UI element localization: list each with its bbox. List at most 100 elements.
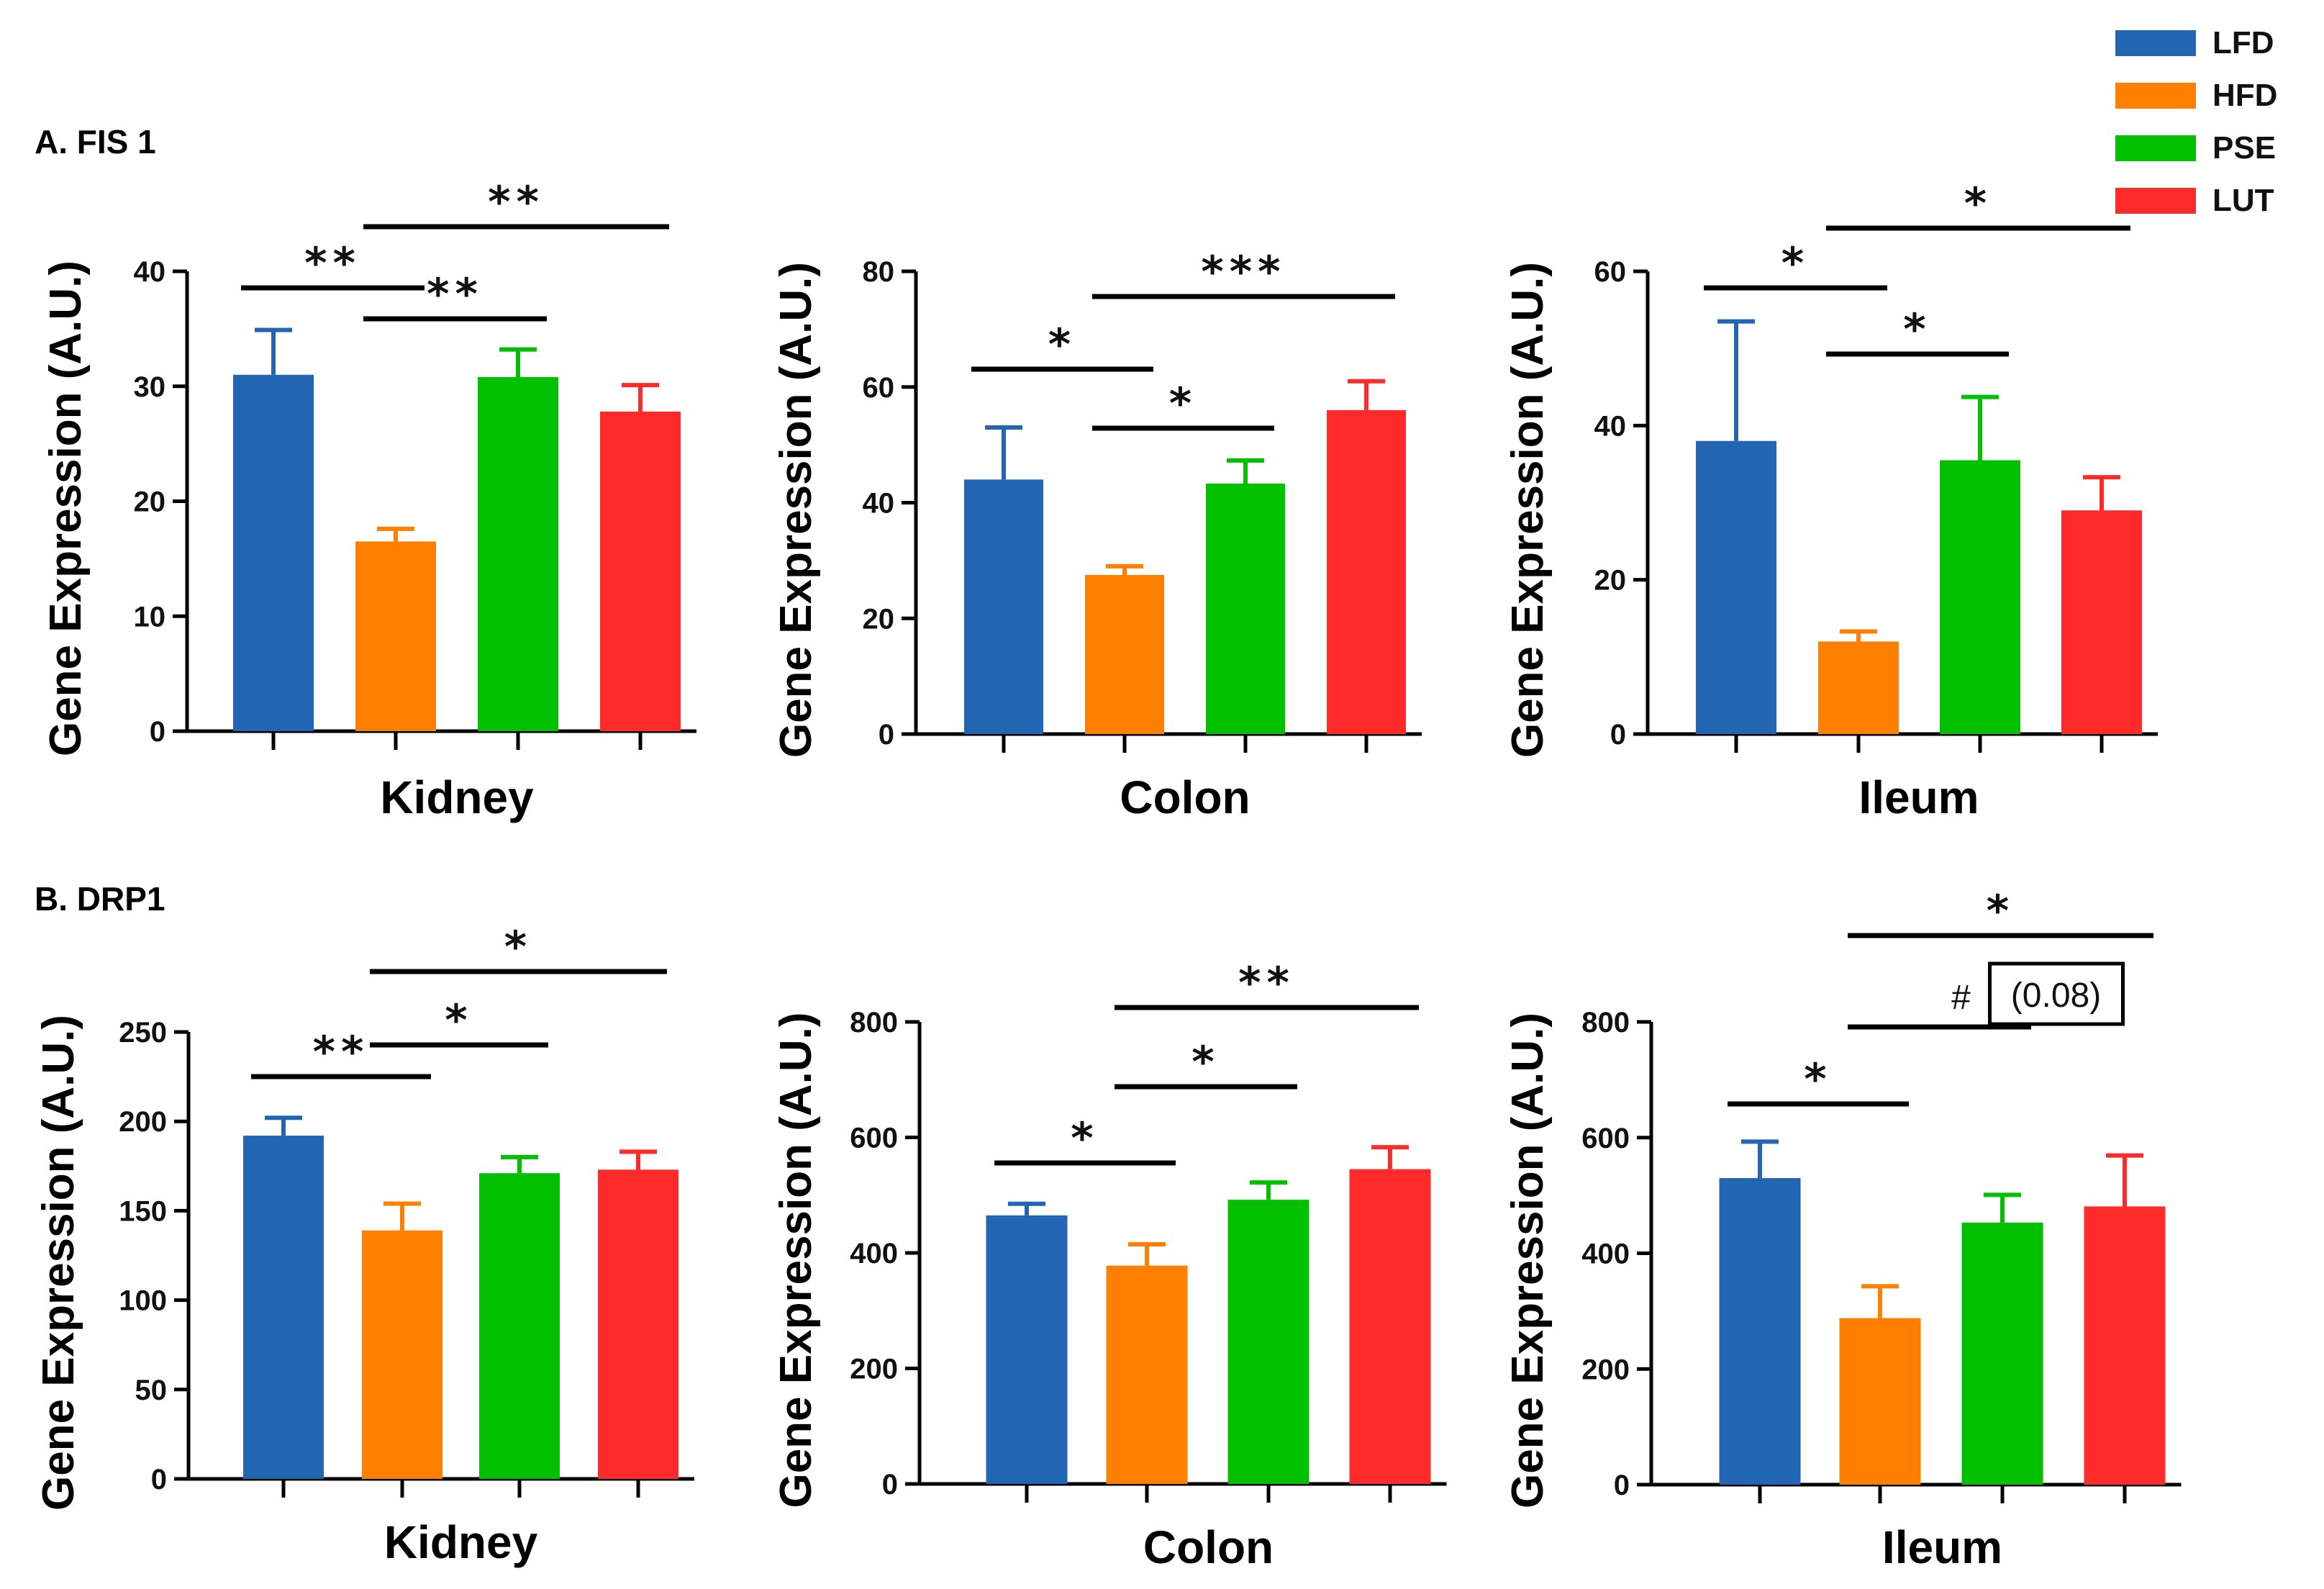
y-tick-label: 0 (1610, 719, 1626, 751)
y-axis-label: Gene Expression (A.U.) (1503, 262, 1553, 758)
y-tick-label: 0 (882, 1469, 898, 1500)
y-tick-label: 40 (1594, 410, 1627, 442)
significance-label: * (1191, 1037, 1220, 1087)
y-tick-label: 40 (134, 256, 166, 288)
legend-swatch-hfd (2115, 83, 2196, 109)
y-axis-label: Gene Expression (A.U.) (34, 1015, 83, 1511)
chart-drp1-colon: 0 200 400 600 800 Colon Gene Expression (A.U.)… (771, 958, 1447, 1573)
legend-swatch-pse (2115, 135, 2196, 161)
significance-label: ** (313, 1027, 370, 1077)
bar-pse (1961, 1222, 2043, 1485)
legend-label-lfd: LFD (2212, 25, 2274, 60)
x-axis-label: Ileum (1882, 1521, 2002, 1573)
significance-label: * (445, 995, 473, 1046)
bar-pse (1206, 483, 1285, 734)
y-tick-label: 0 (879, 719, 894, 751)
bar-lfd (964, 479, 1043, 734)
y-axis-label: Gene Expression (A.U.) (1503, 1013, 1553, 1508)
chart-fis1-ileum: 0 20 40 60 Ileum Gene Expression (A.U.) * * * (1503, 178, 2158, 823)
bar-hfd (355, 541, 436, 731)
y-tick-label: 30 (134, 371, 166, 403)
bar-hfd (1106, 1265, 1188, 1484)
y-axis-label: Gene Expression (A.U.) (771, 1012, 821, 1508)
legend: LFD HFD PSE LUT (2115, 25, 2277, 218)
y-tick-label: 40 (863, 488, 895, 520)
significance-label: * (1781, 238, 1810, 289)
bar-lfd (243, 1136, 324, 1479)
legend-swatch-lfd (2115, 30, 2196, 56)
bar-lut (1349, 1169, 1431, 1484)
significance-label: # (1951, 979, 1971, 1017)
bar-lut (2061, 510, 2142, 734)
significance-label: * (1987, 886, 2015, 936)
bar-pse (1227, 1200, 1309, 1484)
bar-hfd (1818, 641, 1899, 734)
legend-label-hfd: HFD (2212, 78, 2277, 113)
x-axis-label: Ileum (1858, 771, 1979, 823)
bar-hfd (1085, 574, 1164, 734)
y-tick-label: 400 (850, 1238, 898, 1269)
y-tick-label: 800 (850, 1007, 898, 1038)
significance-label: ** (1238, 958, 1295, 1008)
bar-hfd (1839, 1318, 1921, 1485)
bar-pse (478, 376, 558, 731)
significance-label: * (1048, 320, 1076, 370)
y-tick-label: 0 (150, 716, 165, 748)
significance-label: * (1071, 1113, 1099, 1164)
y-tick-label: 20 (134, 486, 166, 518)
legend-label-lut: LUT (2212, 183, 2274, 218)
legend-swatch-lut (2115, 188, 2196, 214)
significance-label: * (1903, 304, 1931, 355)
significance-label: * (1804, 1054, 1832, 1105)
x-axis-label: Colon (1143, 1521, 1274, 1573)
y-tick-label: 60 (863, 372, 895, 404)
bar-lfd (1696, 440, 1776, 734)
y-tick-label: 800 (1581, 1007, 1630, 1038)
x-axis-label: Colon (1120, 771, 1250, 823)
significance-label: * (504, 922, 532, 972)
x-axis-label: Kidney (380, 771, 534, 823)
y-tick-label: 200 (1581, 1354, 1630, 1385)
y-axis-label: Gene Expression (A.U.) (41, 261, 91, 756)
x-axis-label: Kidney (384, 1516, 538, 1568)
y-tick-label: 200 (119, 1106, 167, 1138)
section-title-a: A. FIS 1 (35, 123, 156, 160)
bar-pse (479, 1173, 560, 1479)
bar-lut (600, 411, 681, 731)
y-tick-label: 150 (119, 1195, 167, 1227)
significance-label: ** (427, 269, 484, 320)
significance-label: *** (1201, 247, 1286, 297)
y-tick-label: 20 (863, 603, 895, 635)
bar-pse (1940, 460, 2020, 734)
bar-hfd (362, 1230, 442, 1479)
chart-drp1-kidney: 0 50 100 150 200 250 Kidney Gene Expression (A.… (34, 922, 694, 1568)
significance-label: * (1964, 178, 1992, 229)
bar-lut (1327, 409, 1406, 734)
chart-drp1-ileum: 0 200 400 600 800 Ileum Gene Expression (A.U.)… (1503, 886, 2182, 1573)
bar-lfd (233, 374, 314, 731)
y-tick-label: 60 (1594, 256, 1627, 288)
legend-label-pse: PSE (2212, 130, 2276, 166)
y-tick-label: 10 (134, 601, 166, 633)
y-tick-label: 0 (1614, 1470, 1630, 1501)
y-tick-label: 0 (151, 1464, 167, 1495)
y-axis-label: Gene Expression (A.U.) (771, 262, 821, 758)
p-value-label: (0.08) (2011, 977, 2101, 1015)
bar-lfd (1719, 1178, 1801, 1485)
bar-lut (598, 1169, 678, 1479)
significance-label: ** (304, 238, 361, 289)
significance-label: ** (488, 177, 545, 227)
y-tick-label: 250 (119, 1017, 167, 1049)
y-tick-label: 600 (850, 1123, 898, 1154)
y-tick-label: 600 (1581, 1123, 1630, 1154)
y-tick-label: 20 (1594, 565, 1627, 597)
y-tick-label: 200 (850, 1354, 898, 1385)
section-title-b: B. DRP1 (35, 880, 165, 918)
p-value-box (1988, 961, 2125, 1026)
bar-lfd (986, 1215, 1068, 1484)
y-tick-label: 80 (863, 256, 895, 288)
y-tick-label: 400 (1581, 1239, 1630, 1270)
